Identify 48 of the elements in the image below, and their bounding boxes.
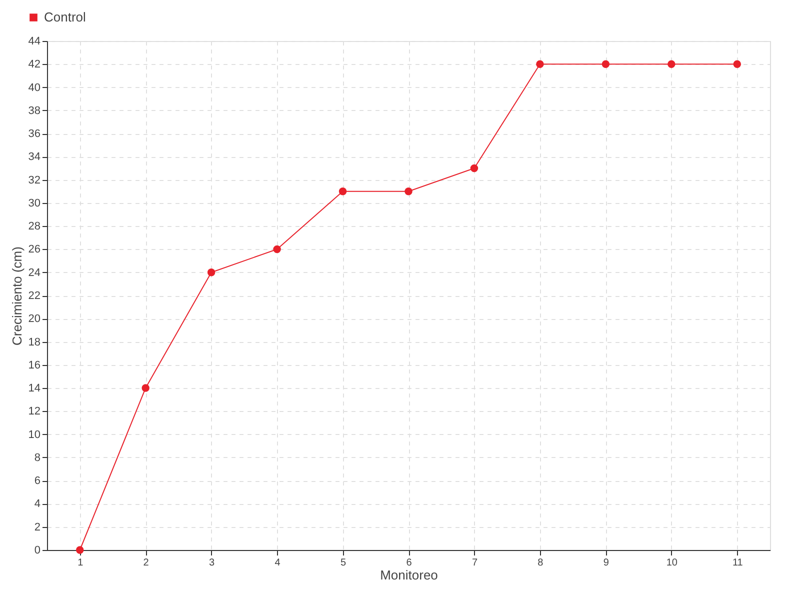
y-tick-label: 36 (28, 128, 40, 140)
y-tick-label: 32 (28, 174, 40, 186)
x-axis-title: Monitoreo (380, 568, 438, 582)
x-tick-label: 11 (732, 558, 744, 568)
y-tick-label: 4 (34, 498, 40, 510)
point (273, 245, 281, 254)
point (404, 188, 412, 196)
y-tick-label: 8 (34, 452, 40, 464)
y-tick-label: 28 (28, 220, 40, 233)
point (76, 546, 84, 554)
point (668, 60, 676, 68)
y-tick-label: 34 (28, 151, 40, 164)
x-tick-label: 2 (143, 558, 150, 568)
y-tick-label: 40 (28, 82, 40, 94)
x-tick-label: 9 (603, 558, 610, 568)
x-tick-label: 4 (274, 558, 281, 568)
x-tick-label: 3 (209, 558, 216, 568)
point (142, 384, 150, 392)
y-tick-label: 14 (28, 382, 40, 395)
y-tick-label: 30 (28, 197, 40, 210)
y-tick-label: 20 (28, 313, 40, 326)
point (338, 188, 347, 196)
x-tick-label: 7 (472, 558, 478, 568)
y-tick-label: 10 (28, 428, 40, 441)
y-tick-label: 38 (28, 104, 40, 117)
y-tick-label: 26 (28, 244, 40, 256)
x-tick-label: 5 (340, 558, 346, 568)
point (470, 164, 478, 172)
x-tick-label: 1 (78, 558, 84, 568)
y-tick-label: 2 (34, 521, 40, 534)
y-tick-label: 22 (28, 290, 40, 302)
y-tick-label: 12 (28, 406, 40, 418)
y-tick-label: 18 (28, 336, 40, 348)
y-tick-label: 42 (28, 58, 40, 71)
x-tick-label: 8 (538, 558, 544, 568)
legend-label: Control (44, 10, 86, 24)
y-tick-label: 44 (28, 36, 40, 48)
point (207, 268, 216, 276)
x-tick-label: 10 (666, 558, 678, 568)
y-tick-label: 0 (34, 544, 40, 556)
point (602, 60, 610, 68)
y-tick-label: 24 (28, 266, 40, 279)
y-tick-label: 6 (34, 475, 40, 488)
y-axis-title: Crecimiento (cm) (9, 246, 24, 346)
x-tick-label: 6 (406, 558, 412, 568)
point (536, 60, 544, 68)
point (733, 60, 742, 68)
y-tick-label: 16 (28, 359, 40, 372)
